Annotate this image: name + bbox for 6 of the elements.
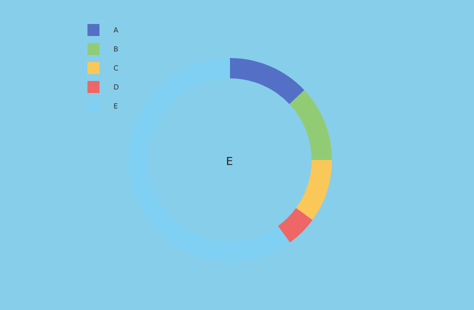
donut-slice — [230, 58, 304, 104]
donut-slice — [289, 90, 332, 160]
donut-slice — [296, 160, 332, 220]
text: E — [226, 155, 233, 168]
donut-slice — [278, 208, 313, 243]
donut-slice — [128, 58, 290, 262]
